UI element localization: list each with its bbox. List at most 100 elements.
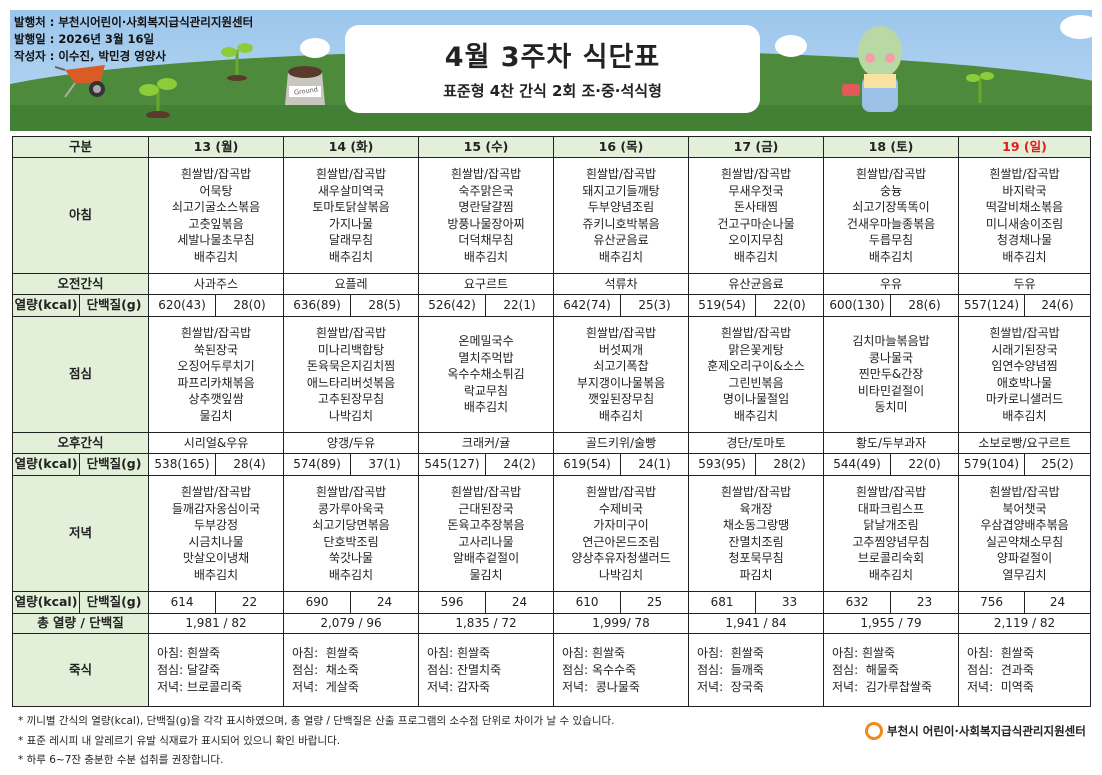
menu-item: 가자미구이 xyxy=(593,518,649,532)
menu-item: 흰쌀밥/잡곡밥 xyxy=(450,167,522,181)
pm_snack-item: 시리얼&우유 xyxy=(148,432,285,454)
am_snack-item: 우유 xyxy=(823,273,960,295)
menu-item: 마카로니샐러드 xyxy=(985,392,1064,406)
lunch-menu: 흰쌀밥/잡곡밥 버섯찌개 쇠고기폭찹 부지갱이나물볶음 깻잎된장무침 배추김치 xyxy=(553,316,690,433)
total-value: 1,981 / 82 xyxy=(148,613,285,634)
menu-item: 흰쌀밥/잡곡밥 xyxy=(585,485,657,499)
day-header: 13 (월) xyxy=(148,136,285,158)
menu-item: 오징어두루치기 xyxy=(177,359,255,373)
menu-item: 옥수수채소튀김 xyxy=(447,367,525,382)
protein-value: 28(0) xyxy=(215,294,285,317)
total-row: 총 열량 / 단백질 1,981 / 82 2,079 / 96 1,835 / 72… xyxy=(11,613,1092,634)
porridge-menu: 아침: 흰쌀죽 점심: 채소죽 저녁: 게살죽 xyxy=(283,633,420,707)
logo-text: 부천시 어린이·사회복지급식관리지원센터 xyxy=(887,724,1086,738)
total-value: 1,999/ 78 xyxy=(553,613,690,634)
sprout-icon xyxy=(139,78,177,118)
dinner-menu: 흰쌀밥/잡곡밥 콩가루아욱국 쇠고기당면볶음 단호박조림 쑥갓나물 배추김치 xyxy=(283,475,420,592)
kcal-value: 620(43) xyxy=(148,294,217,317)
protein-value: 22 xyxy=(215,591,285,614)
cloud-icon xyxy=(300,38,330,58)
page-title: 4월 3주차 식단표 xyxy=(444,42,661,73)
menu-item: 멸치주먹밥 xyxy=(458,350,514,365)
menu-item: 배추김치 xyxy=(328,567,374,582)
publisher: 발행처 : 부천시어린이·사회복지급식관리지원센터 xyxy=(14,15,254,29)
menu-item: 건고구마순나물 xyxy=(717,216,795,231)
menu-item: 양상추유자청샐러드 xyxy=(571,551,671,565)
menu-item: 고추된장무침 xyxy=(317,392,385,406)
document-meta: 발행처 : 부천시어린이·사회복지급식관리지원센터 발행일 : 2026년 3월… xyxy=(14,14,253,65)
menu-item: 배추김치 xyxy=(598,249,644,264)
issue-date: 발행일 : 2026년 3월 16일 xyxy=(14,32,155,46)
protein-value: 28(2) xyxy=(755,453,825,476)
menu-item: 청포묵무침 xyxy=(728,551,784,565)
day-header: 14 (화) xyxy=(283,136,420,158)
protein-value: 28(5) xyxy=(350,294,420,317)
dinner-menu: 흰쌀밥/잡곡밥 들깨감자옹심이국 두부강정 시금치나물 맛살오이냉채 배추김치 xyxy=(148,475,285,592)
am_snack-item: 요구르트 xyxy=(418,273,555,295)
menu-item: 버섯찌개 xyxy=(598,342,644,357)
porridge-item: 점심: 옥수수죽 xyxy=(562,662,637,677)
menu-item: 배추김치 xyxy=(463,249,509,264)
menu-item: 비타민겉절이 xyxy=(857,383,925,398)
menu-item: 온메밀국수 xyxy=(458,334,514,349)
page-subtitle: 표준형 4찬 간식 2회 조·중·석식형 xyxy=(443,82,662,100)
protein-value: 25(3) xyxy=(620,294,690,317)
menu-item: 닭날개조림 xyxy=(863,518,919,532)
protein-value: 24 xyxy=(1024,591,1092,614)
kcal-value: 600(130) xyxy=(823,294,892,317)
breakfast-menu: 흰쌀밥/잡곡밥 무새우젓국 돈사태찜 건고구마순나물 오이지무침 배추김치 xyxy=(688,157,825,274)
kcal-value: 756 xyxy=(958,591,1026,614)
menu-item: 나박김치 xyxy=(598,567,644,582)
menu-item: 흰쌀밥/잡곡밥 xyxy=(180,167,252,181)
menu-item: 고추찜양념무침 xyxy=(852,534,930,549)
center-logo: 부천시 어린이·사회복지급식관리지원센터 xyxy=(865,722,1086,740)
pm_snack-label: 오후간식 xyxy=(11,432,150,454)
am_snack-label: 오전간식 xyxy=(11,273,150,295)
menu-item: 쇠고기장똑똑이 xyxy=(852,200,930,214)
menu-item: 청경채나물 xyxy=(996,233,1053,247)
kcal-value: 579(104) xyxy=(958,453,1026,476)
protein-label: 단백질(g) xyxy=(78,453,150,476)
menu-item: 흰쌀밥/잡곡밥 xyxy=(720,485,792,499)
kcal-value: 544(49) xyxy=(823,453,892,476)
protein-label: 단백질(g) xyxy=(78,294,150,317)
menu-item: 나박김치 xyxy=(328,408,374,423)
menu-item: 찐만두&간장 xyxy=(858,367,924,382)
dinner-label: 저녁 xyxy=(11,475,150,592)
menu-item: 양파겉절이 xyxy=(996,551,1053,565)
kcal-value: 596 xyxy=(418,591,487,614)
kcal-value: 614 xyxy=(148,591,217,614)
menu-item: 가지나물 xyxy=(328,216,374,231)
menu-item: 흰쌀밥/잡곡밥 xyxy=(989,326,1060,340)
menu-item: 고사리나물 xyxy=(458,534,514,549)
am_snack-item: 사과주스 xyxy=(148,273,285,295)
menu-item: 흰쌀밥/잡곡밥 xyxy=(450,485,522,499)
footer-notes: * 끼니별 간식의 열량(kcal), 단백질(g)을 각각 표시하였으며, 총… xyxy=(18,712,614,771)
menu-item: 유산균음료 xyxy=(593,233,649,247)
breakfast-menu: 흰쌀밥/잡곡밥 어묵탕 쇠고기굴소스볶음 고춧잎볶음 세발나물초무침 배추김치 xyxy=(148,157,285,274)
porridge-item: 아침: 흰쌀죽 xyxy=(292,645,359,660)
dinner-menu: 흰쌀밥/잡곡밥 북어챗국 우삼겹양배추볶음 실곤약채소무침 양파겉절이 열무김치 xyxy=(958,475,1092,592)
porridge-row: 죽식 아침: 흰쌀죽 점심: 달걀죽 저녁: 브로콜리죽 아침: 흰쌀죽 점심: 채소죽 저… xyxy=(11,633,1092,707)
total-value: 2,119 / 82 xyxy=(958,613,1092,634)
menu-item: 돼지고기들깨탕 xyxy=(582,183,660,198)
am_nutrition-row: 열량(kcal) 단백질(g) 620(43) 28(0) 636(89) 28(5) 52… xyxy=(12,294,1092,317)
breakfast-label: 아침 xyxy=(11,157,150,274)
soil-bag-icon xyxy=(285,66,325,105)
header-banner: Ground 발행처 : 부천시어린이·사회복지급식관리지원센터 발행일 : 2… xyxy=(10,10,1092,131)
menu-item: 배추김치 xyxy=(733,408,779,423)
menu-item: 훈제오리구이&소스 xyxy=(707,359,805,373)
menu-item: 물김치 xyxy=(199,408,233,423)
menu-item: 파프리카채볶음 xyxy=(177,375,255,390)
menu-item: 쥬키니호박볶음 xyxy=(582,216,660,231)
kcal-value: 538(165) xyxy=(148,453,217,476)
menu-item: 쇠고기굴소스볶음 xyxy=(171,200,261,214)
porridge-menu: 아침: 흰쌀죽 점심: 잔멸치죽 저녁: 감자죽 xyxy=(418,633,555,707)
porridge-item: 아침: 흰쌀죽 xyxy=(832,645,896,660)
breakfast-menu: 흰쌀밥/잡곡밥 돼지고기들깨탕 두부양념조림 쥬키니호박볶음 유산균음료 배추김치 xyxy=(553,157,690,274)
menu-item: 부지갱이나물볶음 xyxy=(576,375,666,390)
menu-item: 배추김치 xyxy=(328,249,374,264)
porridge-item: 점심: 해물죽 xyxy=(832,662,899,677)
cloud-icon xyxy=(1060,15,1092,39)
menu-item: 바지락국 xyxy=(1002,183,1047,198)
